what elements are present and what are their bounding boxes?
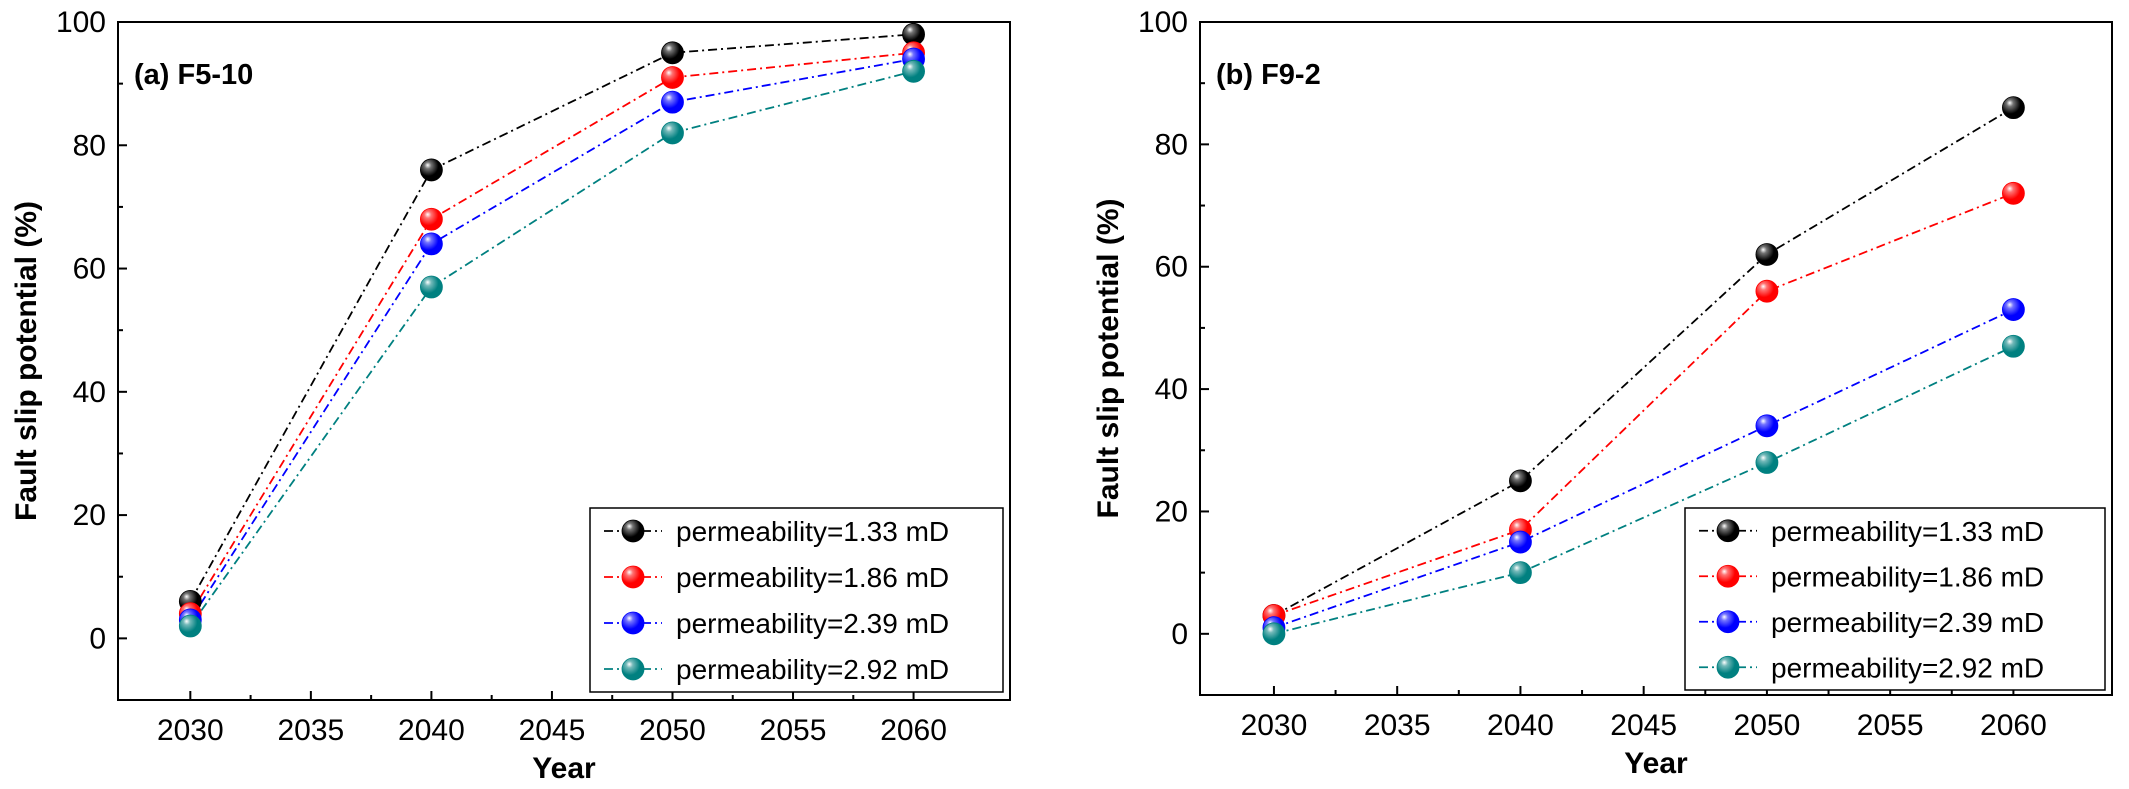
y-tick-label-b-100: 100 — [1138, 6, 1188, 39]
data-point-b-2-2050 — [1755, 279, 1779, 303]
x-tick-label-a-2050: 2050 — [639, 714, 706, 747]
x-tick-label-a-2055: 2055 — [760, 714, 827, 747]
series-line-a-4 — [189, 70, 914, 627]
series-line-a-2 — [189, 51, 914, 615]
y-tick-label-a-100: 100 — [56, 6, 106, 39]
x-tick-label-b-2040: 2040 — [1487, 709, 1554, 742]
data-point-a-2-2040 — [420, 207, 443, 231]
data-point-a-1-2050 — [661, 41, 684, 65]
data-point-b-4-2040 — [1509, 561, 1532, 585]
data-point-a-4-2030 — [178, 614, 202, 638]
y-axis-title-a: Fault slip potential (%) — [10, 201, 43, 521]
data-point-a-3-2040 — [420, 232, 443, 256]
data-point-a-4-2060 — [902, 59, 925, 83]
x-tick-label-b-2055: 2055 — [1857, 709, 1924, 742]
data-point-b-4-2060 — [2002, 334, 2025, 358]
legend-marker-a-1 — [621, 519, 645, 543]
legend-marker-b-4 — [1716, 655, 1740, 679]
series-line-b-3 — [1273, 308, 2014, 629]
plot-frame-b — [1199, 21, 2113, 696]
x-tick-label-a-2035: 2035 — [277, 714, 344, 747]
data-point-b-1-2060 — [2002, 96, 2025, 120]
legend-b — [1684, 507, 2106, 691]
legend-marker-a-2 — [621, 565, 645, 589]
data-point-a-2-2050 — [661, 66, 684, 89]
legend-marker-b-2 — [1716, 564, 1740, 588]
data-point-b-3-2040 — [1509, 530, 1532, 554]
plot-frame-a — [117, 21, 1011, 701]
x-tick-label-a-2040: 2040 — [398, 714, 465, 747]
legend-a — [589, 507, 1004, 693]
legend-label-a-3: permeability=2.39 mD — [676, 608, 949, 639]
legend-label-b-2: permeability=1.86 mD — [1771, 561, 2044, 592]
data-point-b-1-2040 — [1509, 469, 1532, 493]
series-line-b-2 — [1273, 192, 2014, 617]
y-axis-title-b: Fault slip potential (%) — [1092, 199, 1125, 519]
x-tick-label-a-2045: 2045 — [519, 714, 586, 747]
x-axis-title-a: Year — [532, 752, 596, 785]
data-point-b-3-2050 — [1755, 414, 1779, 438]
data-point-a-4-2040 — [420, 275, 443, 299]
series-line-a-3 — [189, 58, 914, 621]
legend-label-a-2: permeability=1.86 mD — [676, 562, 949, 593]
y-tick-label-a-0: 0 — [89, 622, 106, 655]
data-point-b-1-2050 — [1755, 243, 1779, 266]
panel-title-a: (a) F5-10 — [134, 59, 253, 91]
x-tick-label-b-2045: 2045 — [1610, 709, 1677, 742]
panel-title-b: (b) F9-2 — [1216, 59, 1321, 91]
x-tick-label-b-2030: 2030 — [1241, 709, 1308, 742]
x-axis-title-b: Year — [1624, 747, 1688, 780]
legend-label-a-4: permeability=2.92 mD — [676, 654, 949, 685]
y-tick-label-b-60: 60 — [1155, 251, 1188, 284]
y-tick-label-a-60: 60 — [73, 253, 106, 286]
x-tick-label-b-2050: 2050 — [1734, 709, 1801, 742]
series-line-b-4 — [1273, 345, 2014, 635]
data-point-b-4-2030 — [1262, 622, 1286, 646]
x-tick-label-a-2030: 2030 — [157, 714, 224, 747]
data-point-a-3-2050 — [661, 90, 684, 114]
legend-marker-b-3 — [1716, 610, 1740, 634]
legend-marker-a-4 — [621, 657, 645, 681]
series-line-a-1 — [189, 33, 914, 602]
legend-label-b-4: permeability=2.92 mD — [1771, 652, 2044, 683]
y-tick-label-b-0: 0 — [1171, 618, 1188, 651]
y-tick-label-a-80: 80 — [73, 129, 106, 162]
x-tick-label-b-2035: 2035 — [1364, 709, 1431, 742]
x-tick-label-a-2060: 2060 — [880, 714, 947, 747]
data-point-b-3-2060 — [2002, 298, 2025, 321]
data-point-a-1-2040 — [420, 158, 443, 182]
data-point-b-2-2060 — [2002, 181, 2025, 205]
y-tick-label-b-80: 80 — [1155, 128, 1188, 161]
legend-label-b-3: permeability=2.39 mD — [1771, 607, 2044, 638]
y-tick-label-a-20: 20 — [73, 499, 106, 532]
series-line-b-1 — [1273, 106, 2014, 617]
legend-label-a-1: permeability=1.33 mD — [676, 516, 949, 547]
legend-marker-a-3 — [621, 611, 645, 635]
data-point-b-4-2050 — [1755, 451, 1779, 474]
y-tick-label-b-20: 20 — [1155, 495, 1188, 528]
y-tick-label-a-40: 40 — [73, 376, 106, 409]
data-point-a-4-2050 — [661, 121, 684, 145]
y-tick-label-b-40: 40 — [1155, 373, 1188, 406]
x-tick-label-b-2060: 2060 — [1980, 709, 2047, 742]
legend-marker-b-1 — [1716, 519, 1740, 543]
legend-label-b-1: permeability=1.33 mD — [1771, 516, 2044, 547]
